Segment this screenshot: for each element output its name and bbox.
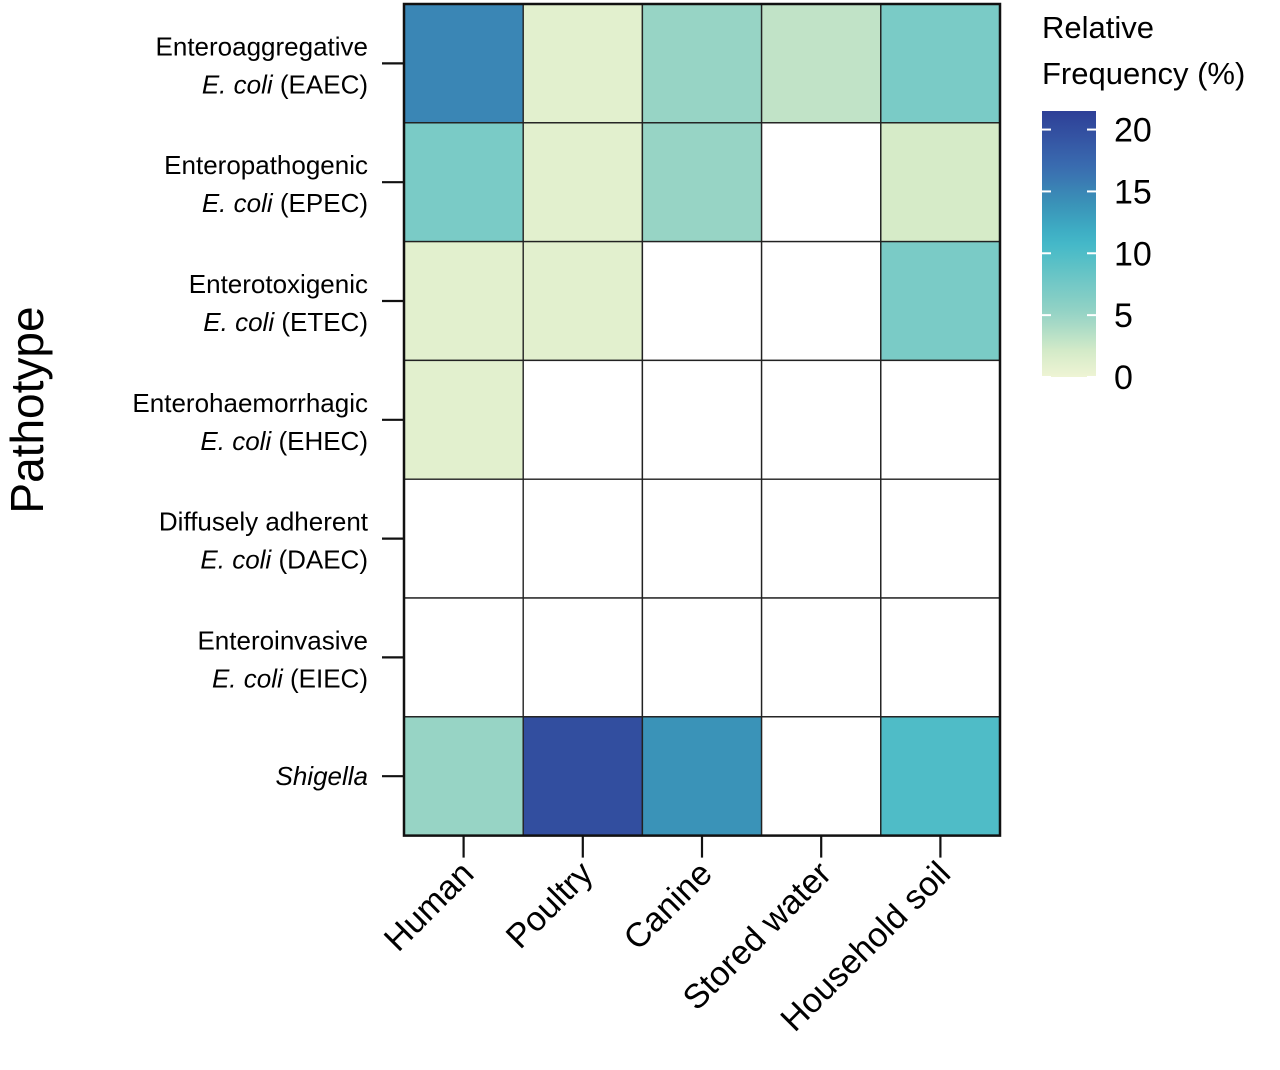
legend-tick-label: 5 [1114,297,1133,335]
heatmap-cell [522,3,644,124]
y-axis: Enteroaggregative E. coli (EAEC) Enteropat… [132,31,404,791]
heatmap-cell [760,359,882,480]
heatmap-cell [880,359,1001,480]
y-tick-label-species: E. coli (ETEC) [203,307,368,337]
heatmap-cell [641,478,763,599]
heatmap-cell [760,240,882,362]
heatmap-cell [880,478,1001,599]
y-tick-label-name: Enterotoxigenic [189,269,368,299]
legend-tick-label: 20 [1114,112,1152,150]
x-tick-label: Poultry [499,854,601,956]
heatmap-cell [880,716,1001,837]
heatmap-cell [641,240,763,362]
heatmap-cell [760,716,882,837]
heatmap-cell [403,359,524,480]
legend: Relative Frequency (%) 0 5 10 15 20 [1042,10,1245,397]
heatmap-cell [880,122,1001,243]
y-tick-label-species: E. coli (EPEC) [202,188,368,218]
heatmap-cell [641,3,763,124]
heatmap-cell [522,359,644,480]
legend-tick-label: 15 [1114,173,1152,211]
heatmap-cell [522,716,644,837]
heatmap-cell [880,3,1001,124]
heatmap-cell [760,597,882,718]
y-axis-title: Pathotype [1,306,53,513]
heatmap-cell [522,597,644,718]
y-tick-label-name: Diffusely adherent [159,507,369,537]
legend-tick-label: 10 [1114,235,1152,273]
heatmap-cells [403,3,1001,837]
x-tick-label: Human [377,854,481,958]
y-tick-label-species: E. coli (EIEC) [212,663,368,693]
heatmap-cell [403,597,524,718]
heatmap-cell [522,240,644,362]
heatmap-cell [880,240,1001,362]
legend-title-line1: Relative [1042,10,1154,45]
heatmap-cell [403,240,524,362]
heatmap-cell [403,3,524,124]
y-tick-label-name: Enteroaggregative [156,31,368,61]
y-tick-label-name: Enteropathogenic [164,150,368,180]
heatmap-cell [760,122,882,243]
heatmap-cell [641,122,763,243]
legend-ticks: 0 5 10 15 20 [1042,112,1152,397]
heatmap-cell [522,122,644,243]
heatmap-cell [760,478,882,599]
heatmap-cell [641,359,763,480]
y-tick-label-name: Enterohaemorrhagic [132,388,368,418]
heatmap-cell [760,3,882,124]
y-tick-label-species: E. coli (EAEC) [202,69,368,99]
heatmap-cell [641,597,763,718]
y-tick-label-species: E. coli (DAEC) [200,545,368,575]
heatmap-cell [403,478,524,599]
legend-title-line2: Frequency (%) [1042,56,1245,91]
legend-tick-label: 0 [1114,359,1133,397]
heatmap-cell [880,597,1001,718]
y-tick-label-name: Enteroinvasive [197,625,368,655]
heatmap-cell [403,716,524,837]
legend-colorbar [1042,111,1096,377]
heatmap-cell [403,122,524,243]
heatmap-cell [641,716,763,837]
x-tick-label: Canine [617,854,720,957]
y-tick-label-species: E. coli (EHEC) [200,426,368,456]
heatmap-cell [522,478,644,599]
y-tick-label-species: Shigella [275,761,368,791]
